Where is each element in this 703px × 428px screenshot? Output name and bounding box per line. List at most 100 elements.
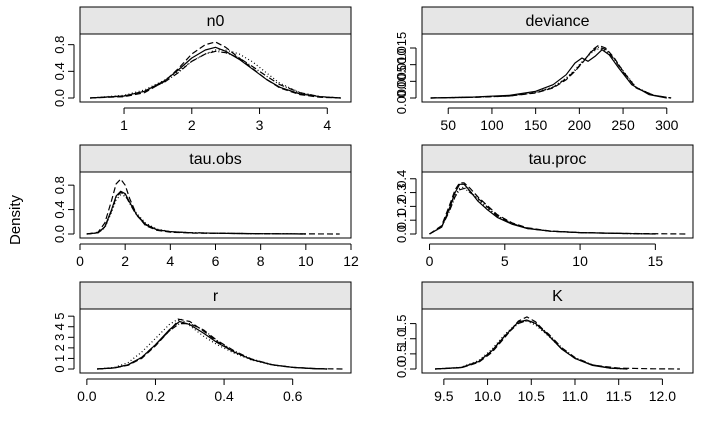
- density-line-solid: [86, 190, 306, 235]
- x-tick-label: 4: [166, 253, 174, 269]
- x-tick-label: 50: [440, 117, 456, 133]
- panel-strip: [421, 144, 694, 173]
- panel-title: deviance: [525, 13, 589, 30]
- x-tick-label: 0: [76, 253, 84, 269]
- x-axis: 0 2 4 6 8 10 12: [76, 243, 359, 269]
- x-tick-label: 10.5: [518, 388, 545, 404]
- y-tick-label: 0.5: [394, 345, 409, 363]
- density-line-dotdash: [86, 191, 306, 235]
- density-line-dotted: [86, 194, 306, 235]
- density-line-dashed: [435, 316, 680, 370]
- y-tick-label: 0.000: [394, 82, 409, 115]
- density-line-dotted: [429, 186, 656, 235]
- density-line-solid: [97, 320, 328, 370]
- density-line-solid: [90, 46, 341, 99]
- density-line-dashed: [86, 178, 340, 235]
- x-tick-label: 11.5: [606, 388, 632, 404]
- y-tick-label: 0.005: [394, 65, 409, 98]
- x-tick-label: 10: [298, 253, 314, 269]
- density-line-dotted: [90, 49, 341, 99]
- y-tick-label: 0.4: [394, 170, 409, 188]
- x-tick-label: 2: [188, 117, 196, 133]
- x-tick-label: 12: [343, 253, 359, 269]
- x-tick-label: 100: [480, 117, 504, 133]
- panel-frame: [79, 281, 352, 374]
- panel-tau-obs: tau.obs 0 2 4 6 8 10 12 0.0 0.4 0.8: [52, 144, 359, 269]
- density-line-dotdash: [97, 323, 328, 370]
- y-tick-label: 1.5: [394, 315, 409, 333]
- x-tick-label: 4: [323, 117, 331, 133]
- y-axis: 0 1 2 3 4 5: [52, 313, 75, 373]
- panel-frame: [421, 281, 694, 374]
- x-tick-label: 250: [611, 117, 635, 133]
- density-line-dotdash: [430, 46, 672, 99]
- panel-frame: [421, 6, 694, 103]
- panel-title: n0: [207, 13, 225, 30]
- x-tick-label: 1: [120, 117, 128, 133]
- density-line-solid: [430, 49, 667, 99]
- panel-strip: [79, 281, 352, 310]
- y-tick-label: 0.2: [394, 197, 409, 215]
- x-tick-label: 200: [568, 117, 592, 133]
- x-axis: 0.0 0.2 0.4 0.6: [77, 378, 303, 404]
- y-tick-label: 2: [52, 344, 67, 351]
- x-axis: 9.5 10.0 10.5 11.0 11.5 12.0: [434, 378, 676, 404]
- density-line-dashed: [429, 182, 686, 235]
- panel-r: r 0.0 0.2 0.4 0.6 0 1 2 3 4 5: [52, 281, 352, 404]
- density-line-dotted: [430, 48, 672, 99]
- y-tick-label: 4: [52, 323, 67, 330]
- y-tick-label: 0.0: [52, 89, 67, 107]
- y-tick-label: 0.8: [52, 176, 67, 194]
- x-tick-label: 3: [256, 117, 264, 133]
- panel-title: K: [552, 288, 563, 305]
- x-tick-label: 0.4: [214, 388, 234, 404]
- y-axis: 0.0 0.4 0.8: [52, 36, 75, 107]
- y-tick-label: 0.1: [394, 211, 409, 229]
- panel-title: tau.proc: [529, 151, 587, 168]
- y-tick-label: 0.4: [52, 62, 67, 80]
- y-tick-label: 1.0: [394, 330, 409, 348]
- panel-strip: [79, 6, 352, 35]
- y-axis: 0.00.10.20.30.4: [394, 170, 417, 243]
- x-tick-label: 6: [212, 253, 220, 269]
- y-tick-label: 0.0: [394, 360, 409, 378]
- x-tick-label: 10: [572, 253, 588, 269]
- panel-frame: [421, 144, 694, 239]
- panel-title: tau.obs: [189, 151, 241, 168]
- x-tick-label: 12.0: [649, 388, 676, 404]
- x-axis: 50 100 150 200 250 300: [440, 107, 679, 133]
- panel-n0: n0 1 2 3 4 0.0 0.4 0.8: [52, 6, 352, 133]
- density-line-dotted: [97, 317, 328, 370]
- y-tick-label: 1: [52, 355, 67, 362]
- x-tick-label: 10.0: [474, 388, 501, 404]
- density-line-dotdash: [429, 187, 656, 235]
- panel-title: r: [213, 288, 219, 305]
- density-line-dashed: [430, 44, 672, 99]
- x-tick-label: 11.0: [562, 388, 588, 404]
- y-axis: 0.00.51.01.5: [394, 315, 417, 378]
- x-tick-label: 5: [501, 253, 509, 269]
- panel-frame: [79, 6, 352, 103]
- y-tick-label: 0.010: [394, 48, 409, 81]
- y-axis-label: Density: [7, 194, 24, 245]
- y-tick-label: 0.0: [52, 225, 67, 243]
- x-tick-label: 150: [524, 117, 548, 133]
- density-line-solid: [435, 319, 628, 370]
- density-line-dotdash: [90, 50, 341, 99]
- x-tick-label: 0.2: [146, 388, 166, 404]
- density-line-dotdash: [435, 320, 628, 370]
- density-line-dotted: [435, 320, 628, 370]
- x-tick-label: 2: [121, 253, 129, 269]
- panel-deviance: deviance 50 100 150 200 250 300 0.0000.0050.010…: [394, 6, 694, 133]
- y-tick-label: 0: [52, 365, 67, 372]
- x-axis: 0 5 10 15: [426, 243, 663, 269]
- y-tick-label: 0.8: [52, 36, 67, 54]
- density-line-solid: [429, 183, 656, 235]
- panel-strip: [421, 6, 694, 35]
- x-tick-label: 8: [257, 253, 265, 269]
- x-tick-label: 9.5: [434, 388, 454, 404]
